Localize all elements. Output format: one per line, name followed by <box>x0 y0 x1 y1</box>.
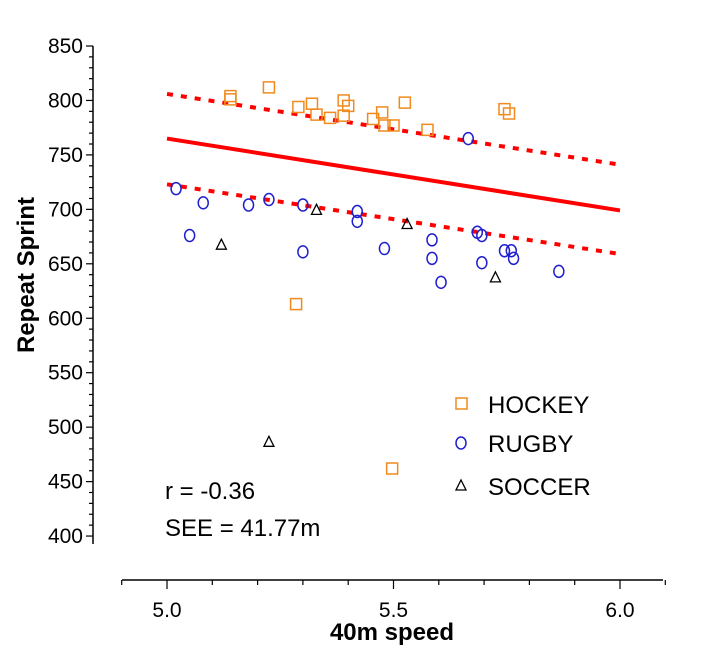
rugby-point <box>263 192 275 207</box>
upper-see-line <box>166 91 621 167</box>
hockey-point <box>289 297 303 311</box>
y-tick-label: 600 <box>48 307 83 330</box>
annotation-r: r = -0.36 <box>165 478 255 505</box>
y-tick-label: 700 <box>48 198 83 221</box>
regression-lines <box>166 91 621 256</box>
y-tick-label: 750 <box>48 144 83 167</box>
x-tick-label: 5.0 <box>152 599 181 622</box>
rugby-point <box>197 196 209 210</box>
hockey-point <box>366 112 380 126</box>
soccer-point <box>310 202 323 215</box>
x-tick-label: 5.5 <box>379 599 408 622</box>
hockey-point <box>375 106 389 119</box>
hockey-point <box>305 97 319 110</box>
rugby-point <box>476 228 488 243</box>
hockey-point <box>502 107 516 120</box>
x-axis: 5.0 5.5 6.0 <box>121 579 666 622</box>
y-tick-label: 550 <box>48 362 83 385</box>
hockey-point <box>398 96 412 109</box>
y-tick-label: 500 <box>48 416 83 439</box>
legend-marker-soccer <box>454 478 468 491</box>
hockey-point <box>323 111 337 125</box>
hockey-point <box>262 81 276 94</box>
x-tick-label: 6.0 <box>605 599 634 622</box>
data-points <box>170 81 565 475</box>
hockey-point <box>421 123 434 137</box>
legend-label-rugby: RUGBY <box>488 431 573 458</box>
y-tick-label: 650 <box>48 253 83 276</box>
y-tick-label: 850 <box>48 35 83 58</box>
rugby-point <box>553 264 565 279</box>
x-axis-title: 40m speed <box>330 619 454 646</box>
hockey-point <box>310 108 323 121</box>
hockey-point <box>224 89 237 103</box>
soccer-point <box>262 434 275 447</box>
hockey-point <box>385 462 399 475</box>
legend-marker-rugby <box>455 436 467 450</box>
lower-see-line <box>166 182 621 256</box>
rugby-point <box>462 131 474 146</box>
rugby-point <box>351 204 364 219</box>
hockey-point <box>387 119 400 132</box>
hockey-point <box>378 119 391 132</box>
y-axis: 400 450 500 550 600 650 700 750 800 850 <box>48 35 94 548</box>
y-tick-label: 450 <box>48 471 83 494</box>
rugby-point <box>426 233 438 247</box>
rugby-point <box>242 198 255 212</box>
soccer-point <box>489 270 502 283</box>
legend: HOCKEY RUGBY SOCCER <box>454 392 591 501</box>
rugby-point <box>426 251 438 266</box>
hockey-point <box>292 100 305 114</box>
y-tick-label: 800 <box>48 89 83 112</box>
hockey-point <box>224 93 237 106</box>
hockey-point <box>341 99 355 113</box>
rugby-point <box>498 243 511 258</box>
y-axis-title: Repeat Sprint <box>13 197 40 353</box>
soccer-point <box>401 217 414 230</box>
regression-line <box>166 136 621 213</box>
soccer-point <box>215 237 228 250</box>
hockey-point <box>337 109 350 122</box>
rugby-point <box>170 181 182 196</box>
rugby-point <box>351 214 364 229</box>
legend-label-hockey: HOCKEY <box>488 392 589 419</box>
hockey-point <box>498 102 511 116</box>
y-tick-label: 400 <box>48 525 83 548</box>
annotation-see: SEE = 41.77m <box>165 515 320 542</box>
rugby-point <box>297 245 309 259</box>
rugby-point <box>435 275 447 290</box>
legend-label-soccer: SOCCER <box>488 474 591 501</box>
rugby-point <box>183 228 196 243</box>
rugby-point <box>505 243 518 258</box>
rugby-point <box>507 251 520 266</box>
rugby-point <box>297 198 309 212</box>
legend-marker-hockey <box>455 397 468 410</box>
rugby-point <box>476 255 488 270</box>
rugby-point <box>378 241 391 256</box>
